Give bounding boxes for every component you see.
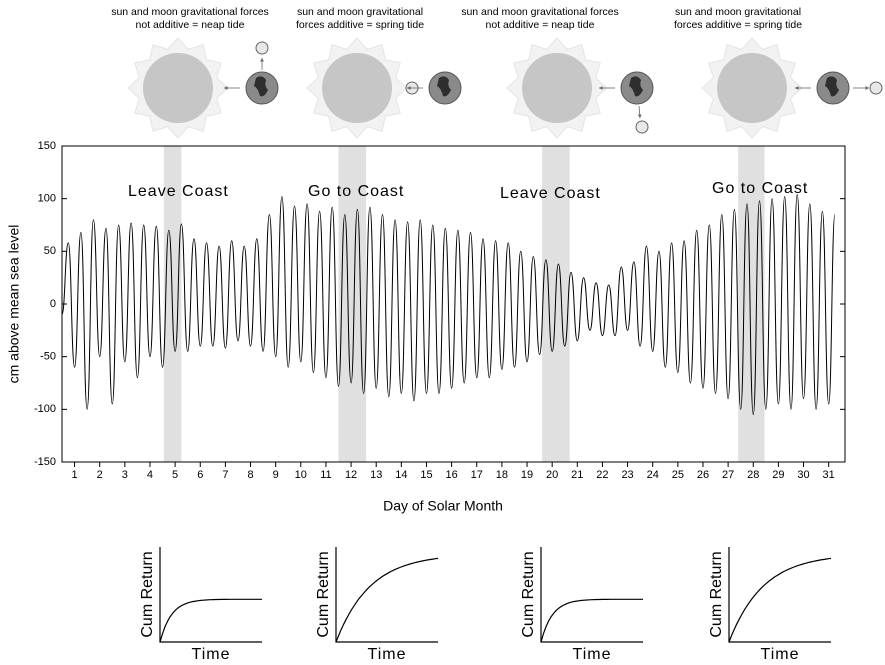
x-tick-label: 6 [197, 469, 203, 481]
x-tick-label: 1 [72, 469, 78, 481]
caption: not additive = neap tide [486, 19, 595, 31]
caption: sun and moon gravitational [675, 6, 801, 18]
x-tick-label: 4 [147, 469, 153, 481]
tide-line [61, 193, 836, 416]
return-y-label: Cum Return [520, 551, 537, 637]
moon [869, 81, 883, 95]
x-tick-label: 8 [247, 469, 253, 481]
x-tick-label: 27 [722, 469, 734, 481]
caption: sun and moon gravitational [297, 6, 423, 18]
caption: sun and moon gravitational forces [461, 6, 619, 18]
return-y-label: Cum Return [315, 551, 332, 637]
x-tick-label: 16 [445, 469, 457, 481]
return-curve [335, 557, 439, 643]
moon [635, 120, 649, 134]
arrow-head [224, 86, 228, 90]
sun [522, 53, 592, 123]
return-curve [159, 598, 262, 643]
x-tick-label: 12 [345, 469, 357, 481]
arrow-head [637, 114, 642, 118]
earth-land [629, 76, 643, 97]
highlight-band [738, 146, 765, 462]
return-x-label: Time [192, 646, 231, 663]
x-tick-label: 3 [122, 469, 128, 481]
x-tick-label: 29 [772, 469, 784, 481]
x-tick-label: 30 [797, 469, 809, 481]
return-x-label: Time [368, 646, 407, 663]
y-tick-label: -150 [34, 456, 56, 468]
highlight-band [338, 146, 367, 462]
return-x-label: Time [761, 646, 800, 663]
x-tick-label: 14 [395, 469, 407, 481]
x-tick-label: 19 [521, 469, 533, 481]
x-tick-label: 2 [97, 469, 103, 481]
x-tick-label: 13 [370, 469, 382, 481]
return-axes [540, 547, 643, 643]
x-tick-label: 10 [295, 469, 307, 481]
x-tick-label: 21 [571, 469, 583, 481]
caption: forces additive = spring tide [296, 19, 424, 31]
arrow-head [407, 86, 411, 90]
caption: sun and moon gravitational forces [111, 6, 269, 18]
y-tick-label: 100 [38, 193, 56, 205]
x-tick-label: 18 [496, 469, 508, 481]
x-tick-label: 9 [273, 469, 279, 481]
x-tick-label: 22 [596, 469, 608, 481]
sun [717, 53, 787, 123]
earth-land [825, 76, 839, 97]
x-tick-label: 11 [320, 469, 331, 481]
sun [322, 53, 392, 123]
annotation: Go to Coast [308, 183, 404, 200]
y-tick-label: -50 [40, 351, 56, 363]
x-tick-label: 26 [697, 469, 709, 481]
x-axis-label: Day of Solar Month [383, 498, 503, 514]
y-tick-label: 0 [50, 298, 56, 310]
arrow-head [260, 58, 264, 62]
earth-land [437, 76, 451, 97]
x-tick-label: 24 [647, 469, 659, 481]
caption: not additive = neap tide [136, 19, 245, 31]
annotation: Go to Coast [712, 180, 808, 197]
x-tick-label: 17 [471, 469, 483, 481]
annotation: Leave Coast [128, 183, 229, 200]
arrow-head [865, 86, 869, 90]
y-tick-label: 50 [44, 245, 56, 257]
annotation: Leave Coast [500, 185, 601, 202]
x-tick-label: 20 [546, 469, 558, 481]
x-tick-label: 5 [172, 469, 178, 481]
y-axis-label: cm above mean sea level [6, 225, 22, 384]
y-tick-label: 150 [38, 140, 56, 152]
x-tick-label: 31 [823, 469, 835, 481]
caption: forces additive = spring tide [674, 19, 802, 31]
return-y-label: Cum Return [708, 551, 725, 637]
y-tick-label: -100 [34, 403, 56, 415]
earth-land [254, 76, 268, 97]
x-tick-label: 7 [222, 469, 228, 481]
return-y-label: Cum Return [139, 551, 156, 637]
arrow-head [599, 86, 603, 90]
x-tick-label: 28 [747, 469, 759, 481]
arrow-head [795, 86, 799, 90]
return-curve [540, 598, 643, 643]
return-x-label: Time [573, 646, 612, 663]
x-tick-label: 15 [420, 469, 432, 481]
return-curve [728, 557, 832, 643]
x-tick-label: 23 [621, 469, 633, 481]
return-axes [159, 547, 262, 643]
x-tick-label: 25 [672, 469, 684, 481]
moon [255, 41, 269, 55]
sun [143, 53, 213, 123]
